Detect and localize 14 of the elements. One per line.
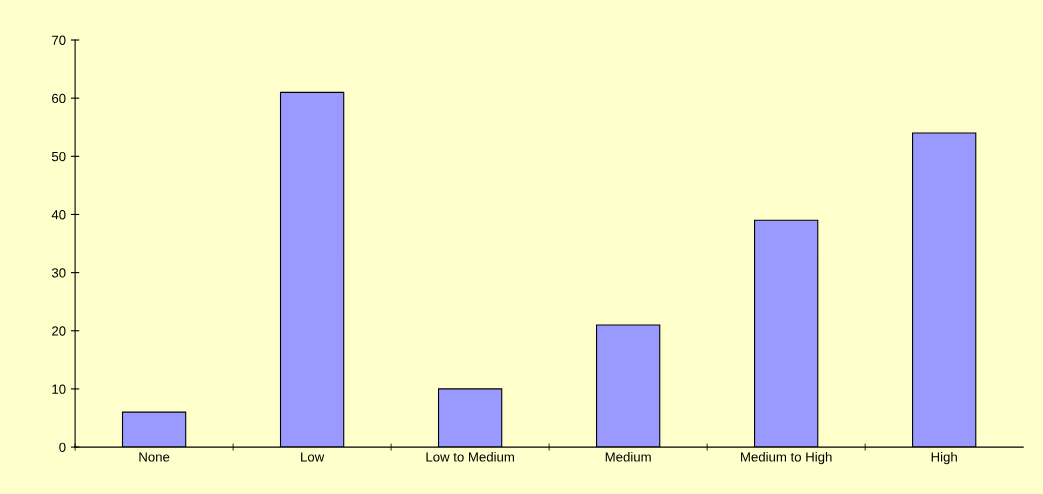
x-tick-label: High	[931, 451, 957, 465]
y-tick-label: 50	[51, 151, 66, 162]
y-tick-label: 60	[52, 93, 66, 104]
x-tick-label: Medium to High	[741, 451, 832, 465]
y-tick-label: 30	[51, 268, 66, 278]
y-tick-label: 70	[52, 35, 66, 45]
y-tick-label: 0	[59, 442, 66, 452]
x-tick-label: Medium	[605, 451, 651, 462]
y-tick-label: 10	[52, 384, 66, 394]
x-tick-label: Low to Medium	[426, 451, 514, 462]
y-tick-label: 20	[52, 326, 66, 336]
x-tick-label: Low	[301, 452, 325, 462]
x-tick-label: None	[139, 452, 170, 462]
y-tick-label: 40	[51, 210, 66, 220]
